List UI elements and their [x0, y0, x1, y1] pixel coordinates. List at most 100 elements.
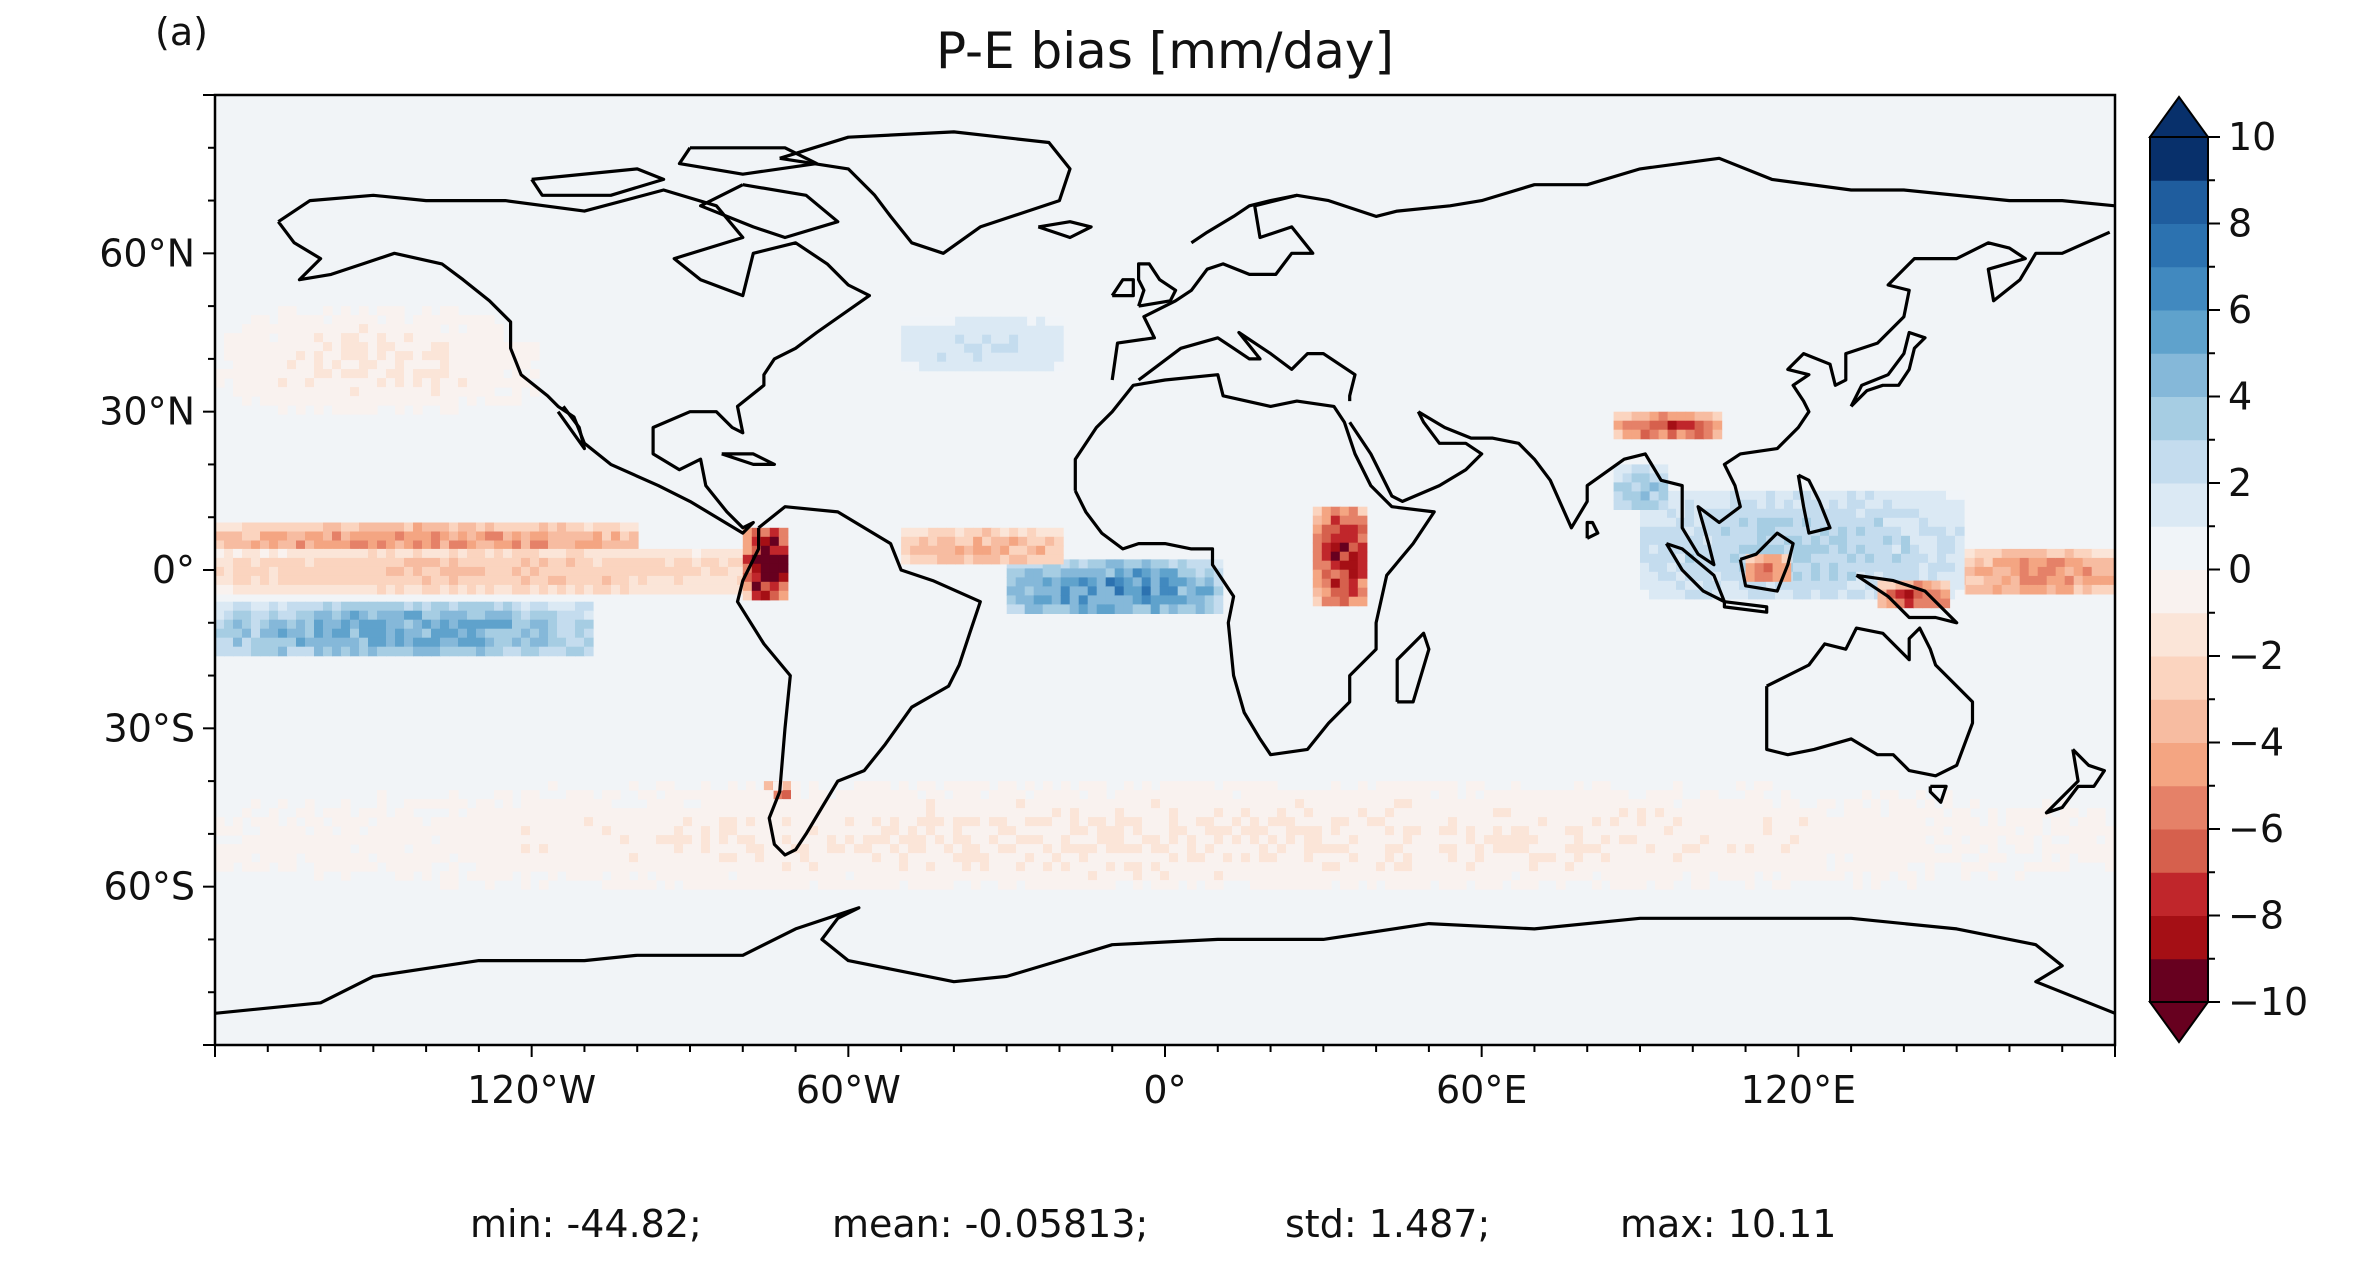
field-cell [719, 548, 729, 559]
field-cell [1052, 844, 1062, 854]
field-cell [1187, 790, 1197, 800]
field-cell [314, 826, 324, 836]
field-cell [919, 545, 929, 556]
field-cell [251, 835, 261, 845]
field-cell [1339, 542, 1350, 553]
field-cell [638, 817, 648, 827]
field-cell [1583, 862, 1593, 872]
field-cell [359, 817, 369, 827]
field-cell [928, 554, 938, 565]
field-cell [1793, 580, 1803, 591]
field-cell [1009, 536, 1019, 547]
field-cell [557, 799, 567, 809]
field-cell [377, 351, 387, 361]
field-cell [1646, 871, 1656, 881]
field-cell [1286, 853, 1296, 863]
field-cell [1565, 790, 1575, 800]
field-cell [404, 531, 414, 542]
field-cell [1709, 862, 1719, 872]
field-cell [431, 315, 441, 325]
field-cell [1637, 835, 1647, 845]
field-cell [1712, 499, 1722, 510]
field-cell [422, 351, 432, 361]
field-cell [881, 799, 891, 809]
field-cell [395, 540, 405, 551]
field-cell [1703, 411, 1714, 422]
field-cell [1538, 844, 1548, 854]
field-cell [928, 352, 938, 363]
field-cell [1141, 568, 1152, 578]
field-cell [755, 817, 765, 827]
field-cell [539, 799, 549, 809]
field-cell [982, 361, 992, 372]
field-cell [584, 531, 594, 542]
field-cell [1331, 844, 1341, 854]
field-cell [1312, 596, 1323, 607]
field-cell [1784, 490, 1794, 501]
field-cell [1748, 499, 1758, 510]
field-cell [1025, 871, 1035, 881]
field-cell [1205, 808, 1215, 818]
field-cell [773, 799, 783, 809]
field-cell [1583, 871, 1593, 881]
field-cell [1529, 835, 1539, 845]
field-cell [494, 324, 504, 334]
field-cell [1763, 871, 1773, 881]
field-cell [1304, 853, 1314, 863]
field-cell [1928, 571, 1938, 582]
field-cell [296, 548, 306, 559]
field-cell [1061, 790, 1071, 800]
field-cell [260, 342, 270, 352]
field-cell [341, 575, 351, 586]
field-cell [332, 637, 342, 648]
field-cell [1613, 500, 1624, 510]
field-cell [944, 808, 954, 818]
field-cell [1295, 790, 1305, 800]
field-cell [1889, 817, 1899, 827]
colorbar-tick-label: 2 [2228, 461, 2252, 505]
field-cell [1277, 790, 1287, 800]
field-cell [440, 396, 450, 406]
field-cell [1043, 871, 1053, 881]
field-cell [269, 351, 279, 361]
field-cell [928, 545, 938, 556]
field-cell [395, 871, 405, 881]
field-cell [2078, 835, 2088, 845]
field-cell [1811, 499, 1821, 510]
field-cell [1097, 799, 1107, 809]
field-cell [1865, 562, 1875, 573]
field-cell [512, 619, 522, 630]
field-cell [719, 566, 729, 577]
field-cell [1853, 844, 1863, 854]
field-cell [1321, 542, 1332, 553]
field-cell [1820, 499, 1830, 510]
field-cell [1685, 526, 1695, 537]
field-cell [449, 333, 459, 343]
field-cell [760, 563, 771, 574]
field-cell [602, 566, 612, 577]
field-cell [485, 601, 495, 612]
field-cell [242, 808, 252, 818]
field-cell [1811, 562, 1821, 573]
field-cell [1574, 808, 1584, 818]
field-cell [278, 396, 288, 406]
field-cell [1802, 490, 1812, 501]
x-tick-label: 60°E [1436, 1068, 1527, 1112]
field-cell [778, 590, 789, 601]
field-cell [458, 575, 468, 586]
field-cell [935, 862, 945, 872]
field-cell [305, 378, 315, 388]
field-cell [728, 566, 738, 577]
field-cell [701, 844, 711, 854]
field-cell [539, 628, 549, 639]
field-cell [431, 575, 441, 586]
field-cell [1259, 790, 1269, 800]
field-cell [359, 405, 369, 415]
field-cell [1000, 536, 1010, 547]
field-cell [2015, 817, 2025, 827]
field-cell [422, 324, 432, 334]
field-cell [683, 817, 693, 827]
field-cell [919, 343, 929, 354]
field-cell [901, 361, 911, 372]
field-cell [1880, 844, 1890, 854]
